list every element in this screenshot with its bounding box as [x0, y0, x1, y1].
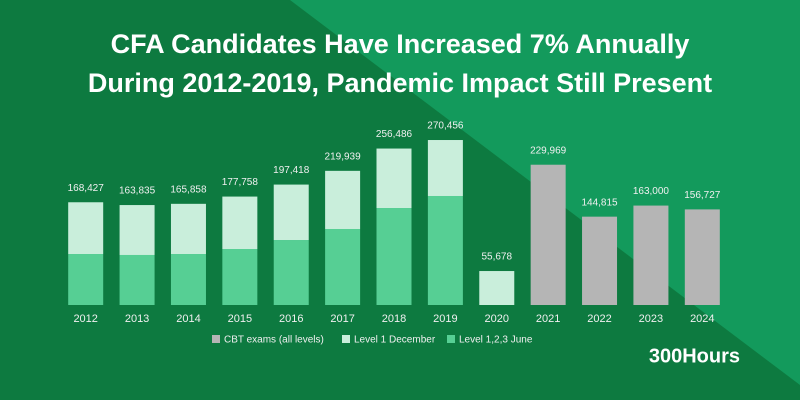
total-label: 168,427 — [68, 183, 105, 194]
bar-segment — [427, 140, 463, 196]
bar-segment — [68, 254, 104, 305]
x-tick-label: 2023 — [639, 313, 663, 325]
legend-label: Level 1,2,3 June — [459, 335, 533, 346]
bar-segment — [479, 271, 515, 305]
bar-segment — [376, 208, 412, 305]
legend-swatch — [342, 335, 350, 343]
total-label: 270,456 — [427, 121, 464, 132]
bar-segment — [222, 249, 258, 305]
bar-segment — [119, 205, 155, 255]
total-label: 156,727 — [684, 190, 721, 201]
bar-segment — [530, 164, 566, 305]
total-label: 163,000 — [633, 186, 670, 197]
bar-segment — [68, 202, 104, 255]
x-tick-label: 2017 — [330, 313, 354, 325]
bar-segment — [273, 240, 309, 305]
total-label: 144,815 — [581, 197, 618, 208]
bar-segment — [376, 148, 412, 209]
bar-segment — [119, 254, 155, 305]
total-label: 219,939 — [325, 151, 362, 162]
legend-label: CBT exams (all levels) — [224, 335, 324, 346]
total-label: 177,758 — [222, 177, 259, 188]
bar-segment — [222, 196, 258, 250]
total-label: 256,486 — [376, 129, 413, 140]
bar-segment — [633, 205, 669, 305]
bar-segment — [273, 184, 309, 241]
bar-segment — [170, 254, 206, 305]
x-tick-label: 2018 — [382, 313, 406, 325]
x-tick-label: 2013 — [125, 313, 149, 325]
total-label: 197,418 — [273, 165, 310, 176]
legend-label: Level 1 December — [354, 335, 436, 346]
x-tick-label: 2014 — [176, 313, 200, 325]
x-tick-label: 2019 — [433, 313, 457, 325]
legend-swatch — [212, 335, 220, 343]
x-tick-label: 2016 — [279, 313, 303, 325]
bar-segment — [170, 203, 206, 255]
bar-segment — [582, 216, 618, 305]
x-tick-label: 2021 — [536, 313, 560, 325]
total-label: 163,835 — [119, 186, 156, 197]
x-tick-label: 2020 — [485, 313, 509, 325]
total-label: 165,858 — [170, 184, 207, 195]
chart-title: CFA Candidates Have Increased 7% Annuall… — [111, 29, 690, 59]
x-tick-label: 2015 — [228, 313, 252, 325]
x-tick-label: 2022 — [587, 313, 611, 325]
total-label: 229,969 — [530, 145, 567, 156]
legend-swatch — [447, 335, 455, 343]
brand: 300Hours — [649, 345, 740, 367]
chart-title: During 2012-2019, Pandemic Impact Still … — [88, 68, 712, 98]
x-tick-label: 2024 — [690, 313, 714, 325]
bar-segment — [684, 209, 720, 305]
bar-segment — [325, 228, 361, 305]
total-label: 55,678 — [481, 252, 512, 263]
bar-segment — [325, 170, 361, 229]
bar-segment — [427, 195, 463, 305]
x-tick-label: 2012 — [73, 313, 97, 325]
